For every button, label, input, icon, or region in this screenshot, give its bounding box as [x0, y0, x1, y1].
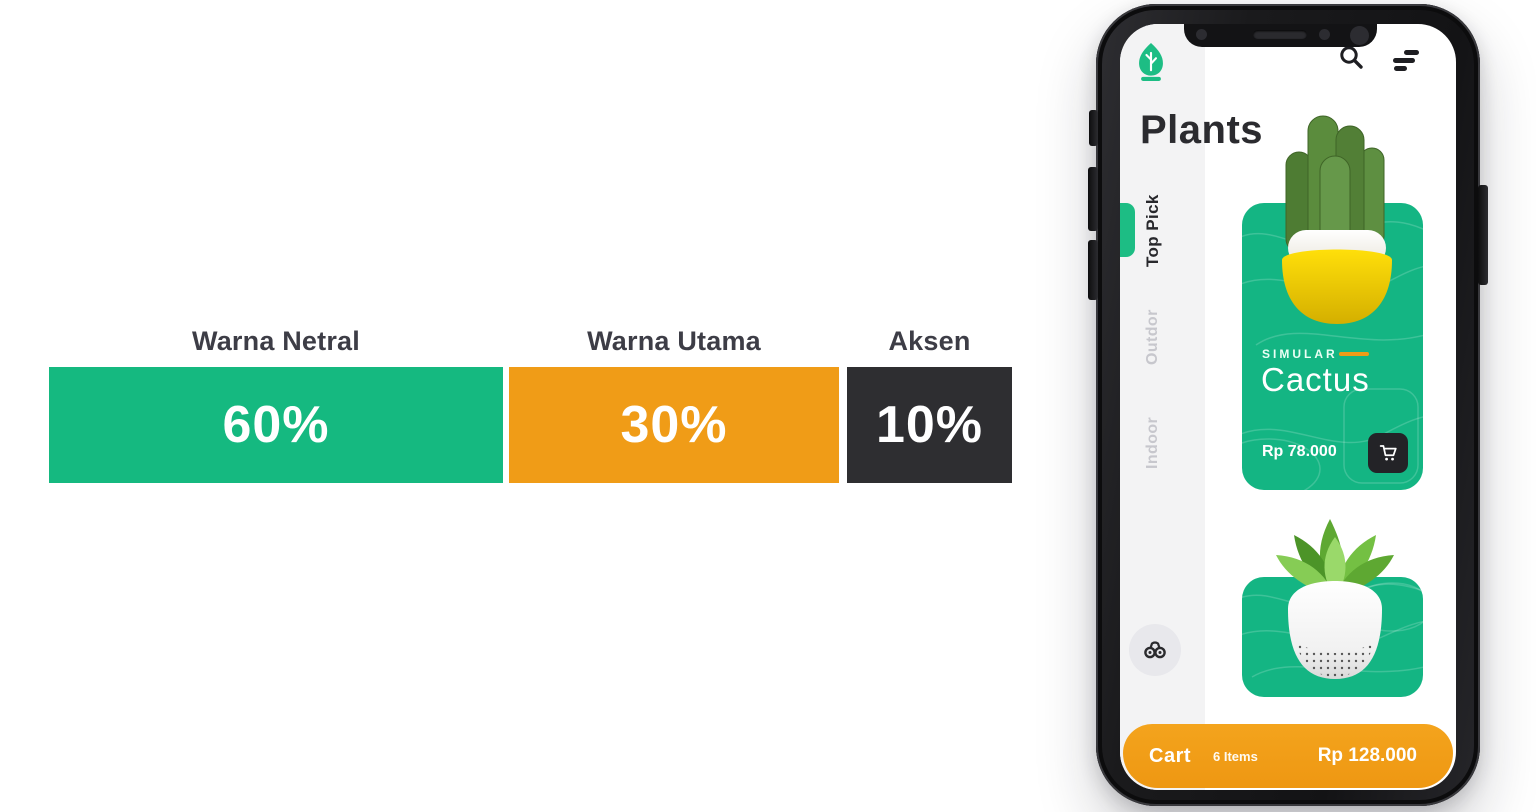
product-price: Rp 78.000 [1262, 443, 1337, 460]
tab-indoor[interactable]: Indoor [1144, 416, 1161, 470]
front-camera-icon [1196, 29, 1207, 40]
plant-logo-icon[interactable] [1137, 41, 1165, 83]
shopping-cart-icon [1379, 445, 1397, 461]
ear-speaker [1253, 30, 1307, 39]
explore-button[interactable] [1129, 624, 1181, 676]
palette-label: Warna Netral [192, 326, 360, 356]
volume-down-button [1088, 240, 1098, 300]
palette-bar-orange: 30% [509, 367, 839, 483]
search-icon[interactable] [1338, 44, 1364, 70]
filter-menu-icon[interactable] [1392, 50, 1422, 72]
cart-total: Rp 128.000 [1317, 745, 1417, 766]
palette-label: Warna Utama [587, 326, 761, 356]
product-name: Cactus [1261, 361, 1370, 398]
sensor-dot-icon [1319, 29, 1330, 40]
palette-bar-dark: 10% [847, 367, 1012, 483]
product-tag: SIMULAR [1262, 347, 1338, 361]
cart-label: Cart [1149, 744, 1192, 767]
power-button [1478, 185, 1488, 285]
binoculars-icon [1144, 641, 1166, 659]
palette-bar-green: 60% [49, 367, 503, 483]
app-screen: Plants Top Pick Outdor Indoor [1120, 24, 1456, 790]
tag-accent-dash [1339, 352, 1369, 356]
page-title: Plants [1140, 108, 1264, 152]
active-tab-indicator [1120, 203, 1135, 257]
tab-outdor[interactable]: Outdor [1144, 309, 1161, 365]
cart-bar-button[interactable]: Cart 6 Items Rp 128.000 [1123, 724, 1453, 788]
add-to-cart-button[interactable] [1368, 433, 1408, 473]
volume-up-button [1088, 167, 1098, 231]
palette-segment-accent: Aksen 10% [847, 326, 1012, 484]
phone-notch [1184, 24, 1377, 47]
tab-top-pick[interactable]: Top Pick [1143, 194, 1162, 268]
phone-mockup: Plants Top Pick Outdor Indoor [1088, 4, 1488, 806]
mute-switch [1089, 110, 1098, 146]
palette-label: Aksen [888, 326, 971, 356]
product-card-cactus[interactable]: SIMULAR Cactus Rp 78.000 [1242, 203, 1423, 490]
palette-value: 10% [875, 396, 984, 454]
palette-value: 60% [222, 396, 330, 454]
palette-segment-primary: Warna Utama 30% [509, 326, 839, 484]
front-camera-lens-icon [1350, 26, 1369, 45]
palette-value: 30% [620, 396, 728, 454]
palette-segment-neutral: Warna Netral 60% [49, 326, 503, 484]
succulent-product-image [1276, 519, 1394, 679]
cactus-product-image [1282, 115, 1392, 324]
cart-item-count: 6 Items [1213, 748, 1258, 764]
